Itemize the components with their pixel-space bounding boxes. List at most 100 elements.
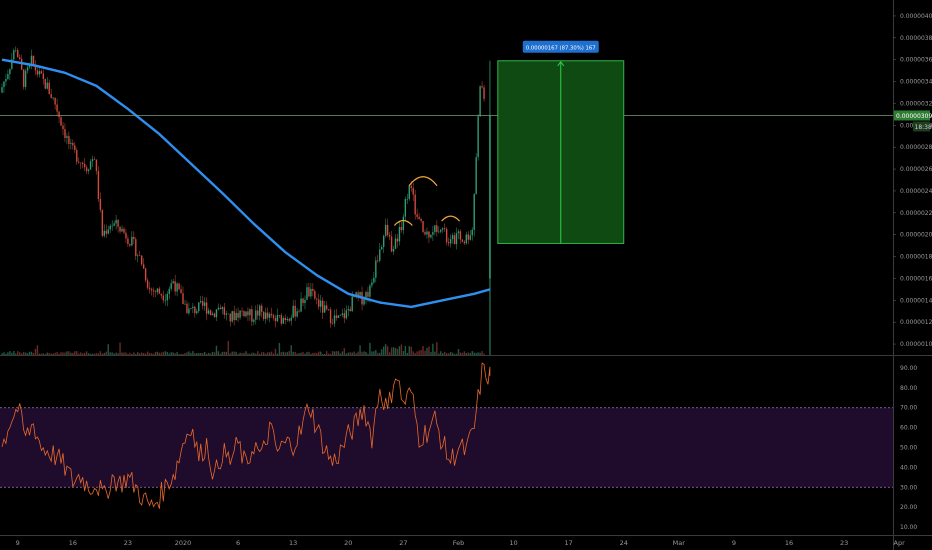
candle-body	[117, 219, 119, 227]
candle-body	[251, 309, 253, 322]
volume-bar	[99, 351, 102, 355]
volume-bar	[154, 351, 157, 355]
candle-body	[176, 283, 178, 292]
price-pane[interactable]: 0.00000167 (87.30%) 167	[0, 40, 893, 355]
volume-bar	[400, 344, 403, 355]
volume-bar	[80, 352, 82, 355]
pattern-arc	[441, 215, 461, 222]
candle-body	[201, 301, 204, 306]
date-tick-label: 16	[69, 539, 77, 547]
date-tick-label: Apr	[894, 539, 906, 547]
volume-bar	[353, 351, 355, 355]
candle-body	[463, 241, 466, 244]
candle-body	[294, 305, 296, 317]
candle-body	[343, 313, 346, 319]
candle-body	[473, 194, 475, 230]
date-tick-label: 9	[16, 539, 20, 547]
volume-bar	[46, 352, 48, 355]
candle-body	[113, 223, 115, 226]
volume-bar	[416, 351, 418, 355]
volume-bar	[93, 353, 96, 355]
volume-bar	[274, 348, 277, 355]
volume-bar	[390, 347, 393, 355]
candle-body	[133, 236, 135, 240]
candle-body	[99, 198, 102, 210]
volume-bar	[213, 352, 216, 355]
candle-body	[351, 296, 353, 312]
timer-tag	[913, 121, 930, 132]
volume-bar	[457, 348, 460, 355]
volume-bar	[261, 352, 263, 355]
candle-body	[5, 78, 7, 82]
candle-body	[196, 311, 198, 314]
candle-body	[184, 303, 186, 305]
candle-body	[483, 87, 485, 99]
candle-body	[449, 239, 452, 244]
volume-bar	[304, 353, 306, 355]
volume-bar	[300, 352, 302, 355]
candle-body	[1, 87, 3, 93]
candle-body	[186, 303, 188, 314]
candle-body	[477, 116, 479, 158]
candle-body	[135, 239, 137, 257]
volume-bar	[467, 352, 469, 355]
volume-bar	[229, 353, 231, 355]
volume-bar	[341, 351, 344, 355]
candle-body	[66, 136, 68, 138]
volume-bar	[428, 346, 430, 355]
volume-bar	[233, 351, 235, 355]
volume-bar	[255, 353, 257, 355]
candle-body	[451, 235, 454, 240]
volume-bar	[119, 342, 121, 355]
volume-bar	[312, 352, 314, 355]
candle-body	[266, 312, 269, 318]
rsi-tick-label: 80.00	[900, 385, 917, 392]
volume-bar	[392, 347, 395, 355]
volume-bar	[432, 343, 434, 355]
rsi-line	[1, 362, 491, 509]
candle-body	[438, 231, 440, 233]
candle-body	[475, 157, 477, 195]
candle-body	[194, 306, 196, 314]
candle-body	[74, 145, 76, 151]
candle-body	[152, 290, 155, 292]
volume-bar	[453, 353, 456, 355]
candle-body	[54, 97, 56, 105]
candle-body	[306, 287, 308, 300]
candle-body	[91, 159, 94, 162]
volume-bar	[367, 353, 369, 355]
volume-bar	[306, 352, 308, 355]
candle-body	[384, 224, 387, 236]
volume-bar	[434, 351, 436, 355]
candle-body	[382, 235, 385, 247]
volume-bar	[201, 353, 204, 355]
candle-body	[119, 226, 121, 232]
volume-bar	[111, 352, 113, 355]
candle-body	[341, 313, 344, 316]
candle-body	[459, 231, 462, 240]
candle-body	[52, 97, 54, 99]
candle-body	[359, 292, 361, 296]
volume-bar	[225, 351, 227, 355]
volume-bar	[320, 351, 322, 355]
rsi-pane[interactable]	[0, 362, 893, 509]
volume-bar	[388, 352, 391, 355]
candle-body	[255, 310, 257, 320]
candle-body	[56, 104, 58, 112]
candle-body	[164, 300, 167, 301]
volume-bar	[1, 353, 3, 355]
candle-body	[125, 232, 127, 239]
volume-bar	[200, 352, 202, 355]
volume-bar	[184, 353, 186, 355]
volume-bar	[308, 351, 310, 355]
volume-bar	[477, 352, 479, 355]
date-tick-label: 13	[289, 539, 297, 547]
candle-body	[156, 288, 159, 293]
timer-label: 18:38	[915, 124, 932, 131]
volume-bar	[471, 351, 473, 355]
volume-bar	[436, 342, 438, 355]
candle-body	[50, 94, 52, 98]
volume-bar	[327, 353, 330, 355]
